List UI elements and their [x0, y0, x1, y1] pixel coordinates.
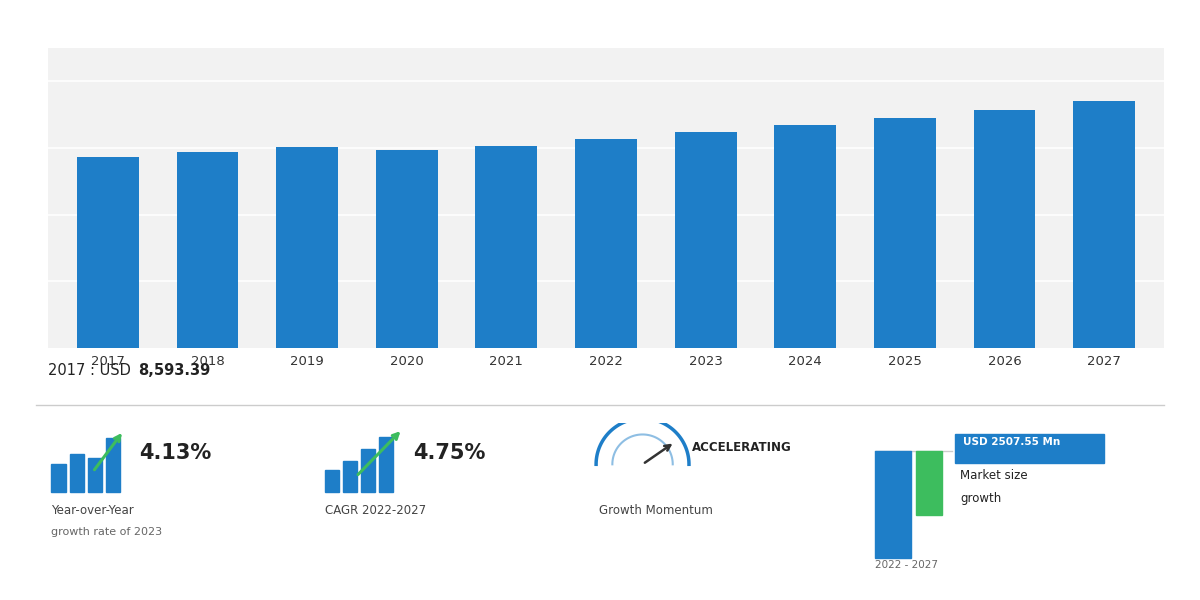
Bar [973, 110, 1036, 348]
Text: growth rate of 2023: growth rate of 2023 [52, 527, 163, 537]
Bar [325, 470, 340, 492]
Text: 2017 : USD: 2017 : USD [48, 363, 136, 378]
Bar [376, 150, 438, 348]
Bar [70, 454, 84, 492]
Text: growth: growth [960, 492, 1001, 505]
Text: 4.13%: 4.13% [139, 443, 211, 463]
Bar [52, 464, 66, 492]
Bar [361, 449, 376, 492]
Bar [955, 434, 1104, 463]
Bar [343, 461, 358, 492]
Bar [475, 146, 538, 348]
Bar [674, 133, 737, 348]
Text: 8,593.39: 8,593.39 [138, 363, 210, 378]
Text: Market size: Market size [960, 469, 1027, 482]
Bar [88, 458, 102, 492]
Bar [1073, 101, 1135, 348]
Bar [875, 451, 911, 557]
Text: 4.75%: 4.75% [413, 443, 485, 463]
Bar [106, 438, 120, 492]
Text: 2022 - 2027: 2022 - 2027 [875, 560, 938, 570]
Bar [774, 125, 836, 348]
Text: USD 2507.55 Mn: USD 2507.55 Mn [962, 437, 1060, 447]
Text: Year-over-Year: Year-over-Year [52, 504, 134, 517]
Bar [176, 152, 239, 348]
Bar [276, 147, 338, 348]
Text: ACCELERATING: ACCELERATING [691, 442, 791, 454]
Bar [575, 139, 637, 348]
Text: CAGR 2022-2027: CAGR 2022-2027 [325, 504, 426, 517]
Bar [874, 118, 936, 348]
Bar [77, 157, 139, 348]
Text: Growth Momentum: Growth Momentum [599, 504, 713, 517]
Bar [916, 451, 942, 515]
Bar [379, 437, 394, 492]
